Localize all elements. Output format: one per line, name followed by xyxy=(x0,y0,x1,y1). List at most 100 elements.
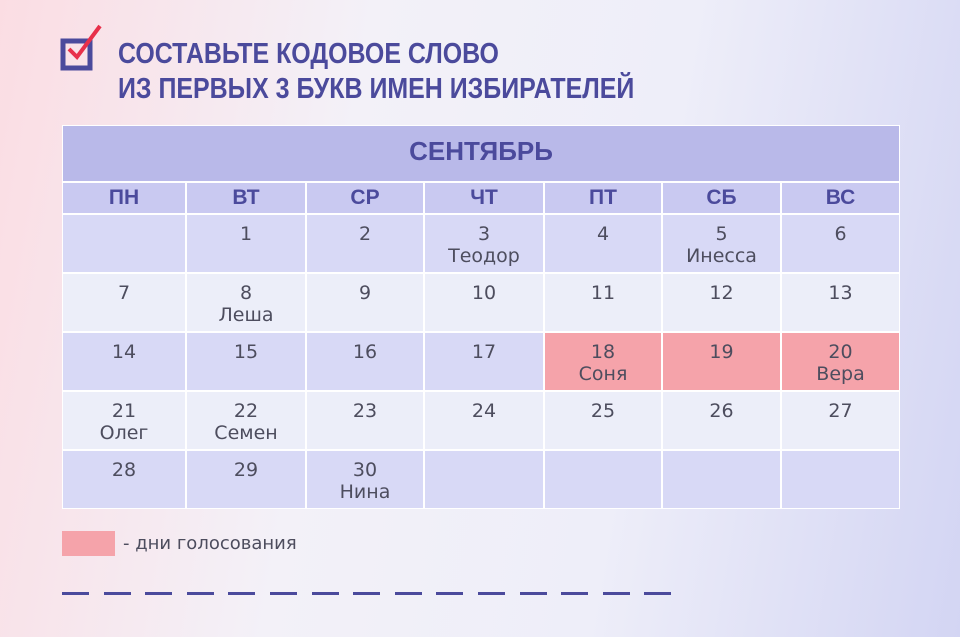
day-number: 26 xyxy=(709,400,734,422)
day-number: 6 xyxy=(834,223,847,245)
day-number: 12 xyxy=(709,282,734,304)
answer-slot xyxy=(353,592,381,595)
day-cell: 6 xyxy=(781,214,900,273)
day-cell: 3 Теодор xyxy=(424,214,544,273)
day-cell: 14 xyxy=(62,332,186,391)
day-cell xyxy=(424,450,544,509)
day-number: 4 xyxy=(596,223,610,245)
day-cell xyxy=(62,214,186,273)
voter-name: Семен xyxy=(214,422,278,444)
answer-slot xyxy=(270,592,297,595)
day-number: 9 xyxy=(358,282,372,304)
day-number: 22 xyxy=(233,400,259,422)
day-number: 1 xyxy=(239,223,253,245)
month-header: СЕНТЯБРЬ xyxy=(62,125,900,182)
day-cell: 12 xyxy=(662,273,781,332)
answer-slot xyxy=(394,592,422,595)
title-line: ИЗ ПЕРВЫХ 3 БУКВ ИМЕН ИЗБИРАТЕЛЕЙ xyxy=(118,73,635,105)
answer-slot xyxy=(644,592,672,595)
voter-name: Олег xyxy=(99,422,149,444)
answer-slot xyxy=(145,592,173,595)
weekday: СБ xyxy=(662,182,781,214)
day-cell: 11 xyxy=(544,273,662,332)
day-cell: 4 xyxy=(544,214,662,273)
legend-label: - дни голосования xyxy=(123,533,297,554)
day-cell: 27 xyxy=(781,391,900,450)
legend-swatch xyxy=(62,531,115,556)
day-cell: 1 xyxy=(186,214,306,273)
day-number: 15 xyxy=(233,341,259,363)
day-cell: 21 Олег xyxy=(62,391,186,450)
day-number: 8 xyxy=(239,282,253,304)
day-cell xyxy=(544,450,662,509)
day-number: 10 xyxy=(471,282,497,304)
day-number: 27 xyxy=(828,400,853,422)
day-cell: 23 xyxy=(306,391,424,450)
day-number: 21 xyxy=(111,400,137,422)
day-number: 14 xyxy=(111,341,137,363)
answer-slot xyxy=(103,592,131,595)
answer-slot xyxy=(186,592,214,595)
day-cell xyxy=(662,450,781,509)
answer-slot xyxy=(62,592,89,595)
weekday: ПН xyxy=(62,182,186,214)
checkbox-icon xyxy=(60,24,102,71)
day-number: 16 xyxy=(352,341,378,363)
voter-name: Нина xyxy=(339,481,391,503)
voter-name: Инесса xyxy=(686,245,757,267)
day-cell: 22 Семен xyxy=(186,391,306,450)
day-number: 19 xyxy=(709,341,734,363)
day-number: 5 xyxy=(715,223,728,245)
answer-slot xyxy=(602,592,630,595)
day-cell: 9 xyxy=(306,273,424,332)
title-line: СОСТАВЬТЕ КОДОВОЕ СЛОВО xyxy=(118,38,499,70)
day-cell: 10 xyxy=(424,273,544,332)
voter-name: Вера xyxy=(816,363,865,385)
answer-slot xyxy=(311,592,339,595)
day-number: 29 xyxy=(233,459,259,481)
day-number: 3 xyxy=(477,223,491,245)
day-cell: 19 xyxy=(662,332,781,391)
voter-name: Соня xyxy=(578,363,628,385)
answer-slot xyxy=(436,592,464,595)
weekday: ПТ xyxy=(544,182,662,214)
weekday: ВС xyxy=(781,182,900,214)
day-cell: 30 Нина xyxy=(306,450,424,509)
day-cell: 24 xyxy=(424,391,544,450)
voter-name: Леша xyxy=(218,304,274,326)
day-cell: 2 xyxy=(306,214,424,273)
day-cell: 13 xyxy=(781,273,900,332)
day-cell xyxy=(781,450,900,509)
answer-slot xyxy=(519,592,547,595)
day-number: 11 xyxy=(590,282,616,304)
day-number: 13 xyxy=(828,282,853,304)
day-number: 28 xyxy=(111,459,137,481)
day-cell: 18 Соня xyxy=(544,332,662,391)
day-number: 20 xyxy=(828,341,853,363)
weekday: ВТ xyxy=(186,182,306,214)
day-cell: 29 xyxy=(186,450,306,509)
day-cell: 15 xyxy=(186,332,306,391)
day-number: 18 xyxy=(590,341,616,363)
day-number: 25 xyxy=(590,400,616,422)
day-cell: 25 xyxy=(544,391,662,450)
day-cell: 8 Леша xyxy=(186,273,306,332)
day-number: 23 xyxy=(352,400,378,422)
voter-name: Теодор xyxy=(448,245,520,267)
answer-slot xyxy=(228,592,256,595)
day-number: 2 xyxy=(358,223,372,245)
day-cell: 7 xyxy=(62,273,186,332)
answer-slot xyxy=(478,592,505,595)
day-cell: 20 Вера xyxy=(781,332,900,391)
day-cell: 26 xyxy=(662,391,781,450)
day-cell: 28 xyxy=(62,450,186,509)
day-number: 24 xyxy=(471,400,497,422)
day-cell: 17 xyxy=(424,332,544,391)
day-number: 30 xyxy=(352,459,378,481)
day-cell: 5 Инесса xyxy=(662,214,781,273)
answer-slot xyxy=(561,592,589,595)
day-number: 7 xyxy=(117,282,131,304)
day-cell: 16 xyxy=(306,332,424,391)
weekday: ЧТ xyxy=(424,182,544,214)
